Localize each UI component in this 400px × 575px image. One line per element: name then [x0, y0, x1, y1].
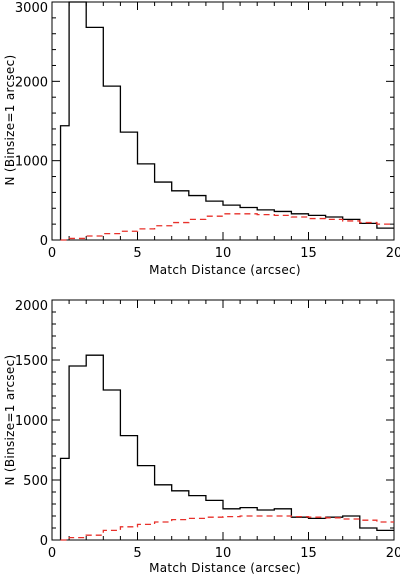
- y-tick-label: 1000: [15, 155, 48, 170]
- y-tick-label: 1000: [15, 414, 48, 429]
- histogram-series-solid: [59, 354, 394, 540]
- x-tick-label: 10: [215, 546, 232, 561]
- x-tick-label: 5: [133, 546, 141, 561]
- histogram-series-dashed: [60, 515, 394, 541]
- x-tick-label: 10: [215, 246, 232, 261]
- chart-panel-bottom: N (Binsize=1 arcsec) Match Distance (arc…: [3, 299, 400, 575]
- x-tick-label: 20: [386, 546, 400, 561]
- y-tick-label: 2000: [15, 75, 48, 90]
- y-tick-label: 3000: [15, 1, 48, 16]
- y-tick-label: 500: [23, 474, 48, 489]
- x-tick-label: 15: [300, 246, 317, 261]
- y-tick-label: 1500: [15, 354, 48, 369]
- x-tick-label: 0: [48, 546, 56, 561]
- x-tick-label: 15: [300, 546, 317, 561]
- y-tick-label: 0: [40, 234, 48, 249]
- y-tick-label: 0: [40, 534, 48, 549]
- x-tick-label: 5: [133, 246, 141, 261]
- y-tick-label: 2000: [15, 299, 48, 314]
- x-axis-label: Match Distance (arcsec): [149, 263, 301, 277]
- x-axis-label: Match Distance (arcsec): [149, 561, 301, 575]
- x-tick-label: 0: [48, 246, 56, 261]
- x-tick-label: 20: [386, 246, 400, 261]
- histogram-series-dashed: [60, 213, 394, 241]
- y-axis-label: N (Binsize=1 arcsec): [3, 355, 17, 486]
- y-axis-label: N (Binsize=1 arcsec): [3, 55, 17, 186]
- histogram-series-solid: [59, 1, 394, 240]
- chart-panel-top: N (Binsize=1 arcsec) Match Distance (arc…: [3, 1, 400, 277]
